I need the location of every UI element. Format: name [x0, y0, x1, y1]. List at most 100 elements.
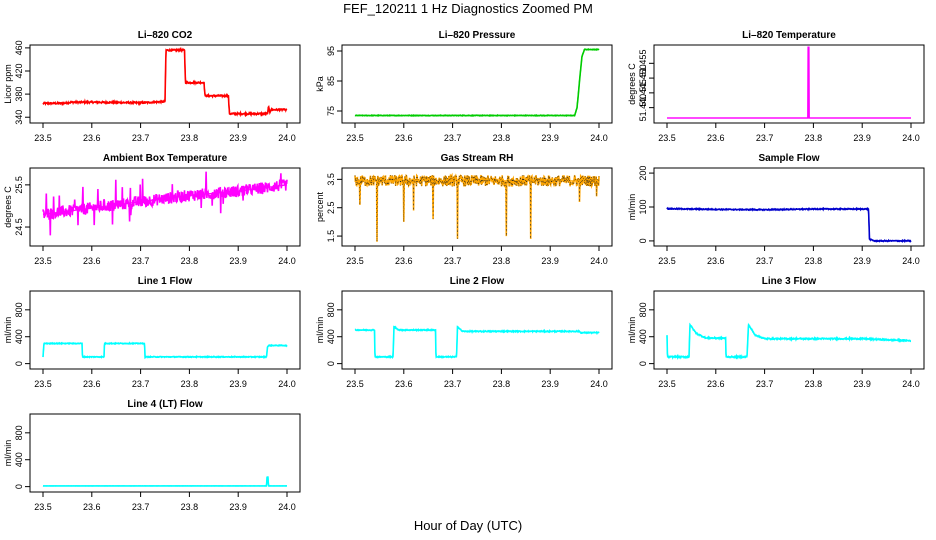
panel-1: Li–820 CO2 23.5 23.6 23.7 23.8 23.9 24.0 340 380…	[3, 30, 301, 143]
panel-2-xtick-label: 23.5	[346, 133, 364, 143]
panel-3: Li–820 Temperature 23.5 23.6 23.7 23.8 23.9 24…	[627, 30, 925, 143]
panel-1-xtick-label: 23.6	[83, 133, 101, 143]
panel-10-ylabel: ml/min	[3, 440, 13, 467]
panel-8-title: Line 2 Flow	[450, 276, 505, 287]
figure-x-axis-label: Hour of Day (UTC)	[413, 518, 523, 533]
panel-4-xtick-label: 23.7	[132, 256, 150, 266]
panel-1-ytick-label: 460	[14, 40, 24, 55]
figure-title: FEF_120211 1 Hz Diagnostics Zoomed PM	[343, 1, 593, 16]
panel-3-frame	[653, 44, 925, 124]
panel-3-ytick-label: 51.445	[638, 79, 648, 107]
panel-2-ytick-label: 75	[326, 106, 336, 116]
panel-4-xtick-label: 24.0	[278, 256, 296, 266]
panel-4-xtick-label: 23.6	[83, 256, 101, 266]
panel-4-ytick-label: 25.5	[14, 176, 24, 194]
panel-5-frame	[341, 167, 613, 247]
panel-6-xtick-label: 24.0	[902, 256, 920, 266]
panel-2-xtick-label: 23.8	[493, 133, 511, 143]
panel-3-title: Li–820 Temperature	[742, 30, 836, 41]
panel-9: Line 3 Flow 23.5 23.6 23.7 23.8 23.9 24.0 0 400 8…	[627, 276, 925, 389]
panel-10-title: Line 4 (LT) Flow	[127, 399, 203, 410]
panel-2-ylabel: kPa	[315, 76, 325, 92]
panel-6-ylabel: ml/min	[627, 194, 637, 221]
panel-6-ytick-label: 100	[638, 199, 648, 214]
panel-9-xtick-label: 24.0	[902, 379, 920, 389]
panel-2-series-1-line	[354, 48, 600, 118]
panel-8-xtick-label: 23.5	[346, 379, 364, 389]
panel-5-xtick-label: 24.0	[590, 256, 608, 266]
panel-7-xtick-label: 24.0	[278, 379, 296, 389]
panel-10-ytick-label: 0	[14, 484, 24, 489]
panel-2-xtick-label: 23.7	[444, 133, 462, 143]
panel-9-xtick-label: 23.8	[805, 379, 823, 389]
panel-8-ylabel: ml/min	[315, 317, 325, 344]
panel-4-xtick-label: 23.5	[34, 256, 52, 266]
panel-10-xtick-label: 24.0	[278, 502, 296, 512]
panel-3-ytick-label: 51.450	[638, 64, 648, 92]
panel-9-xtick-label: 23.6	[707, 379, 725, 389]
panel-8-xtick-label: 23.6	[395, 379, 413, 389]
panel-8-xtick-label: 23.7	[444, 379, 462, 389]
panel-9-title: Line 3 Flow	[762, 276, 817, 287]
panel-2: Li–820 Pressure 23.5 23.6 23.7 23.8 23.9 24.0 7…	[315, 30, 613, 143]
panel-6-frame	[653, 167, 925, 247]
panel-2-ytick-label: 85	[326, 76, 336, 86]
panel-6-xtick-label: 23.6	[707, 256, 725, 266]
panel-2-ytick-label: 95	[326, 46, 336, 56]
panel-8-xtick-label: 23.8	[493, 379, 511, 389]
panel-7-title: Line 1 Flow	[138, 276, 193, 287]
panel-5-ytick-label: 2.5	[326, 201, 336, 214]
panel-10: Line 4 (LT) Flow 23.5 23.6 23.7 23.8 23.9 24.0…	[3, 399, 301, 512]
panel-9-ylabel: ml/min	[627, 317, 637, 344]
panel-6-series-1-trend	[666, 208, 911, 242]
panel-2-series-1-trend	[355, 48, 599, 117]
panel-9-series-1-trend	[666, 322, 912, 358]
panel-5-xtick-label: 23.7	[444, 256, 462, 266]
panel-8-ytick-label: 0	[326, 361, 336, 366]
panel-2-frame	[341, 44, 613, 124]
panel-4-xtick-label: 23.9	[229, 256, 247, 266]
panel-8-xtick-label: 23.9	[541, 379, 559, 389]
panel-8-series-1-trend	[355, 325, 599, 358]
panel-5-ytick-label: 3.5	[326, 173, 336, 186]
panel-10-series-1-trend	[43, 476, 287, 487]
panel-1-xtick-label: 24.0	[278, 133, 296, 143]
panel-3-xtick-label: 24.0	[902, 133, 920, 143]
panel-8-ytick-label: 400	[326, 329, 336, 344]
panel-7-ytick-label: 800	[14, 302, 24, 317]
panel-1-xtick-label: 23.8	[181, 133, 199, 143]
panel-10-ytick-label: 800	[14, 425, 24, 440]
panel-1-ytick-label: 340	[14, 110, 24, 125]
panel-6-xtick-label: 23.7	[756, 256, 774, 266]
panel-5-xtick-label: 23.9	[541, 256, 559, 266]
panel-7-xtick-label: 23.6	[83, 379, 101, 389]
panel-1-ytick-label: 380	[14, 87, 24, 102]
panel-4-series-1-line	[42, 171, 288, 236]
panel-3-ytick-label: 51.455	[638, 50, 648, 78]
panel-1-frame	[29, 44, 301, 124]
panel-5: Gas Stream RH 23.5 23.6 23.7 23.8 23.9 24.0 1.5…	[315, 153, 613, 266]
panel-10-xtick-label: 23.9	[229, 502, 247, 512]
panel-2-xtick-label: 24.0	[590, 133, 608, 143]
panel-10-xtick-label: 23.5	[34, 502, 52, 512]
panel-7-series-1-line	[42, 341, 288, 360]
panel-3-xtick-label: 23.8	[805, 133, 823, 143]
panel-10-frame	[29, 413, 301, 493]
panel-6-ytick-label: 0	[638, 238, 648, 243]
panel-7-frame	[29, 290, 301, 370]
panel-6-title: Sample Flow	[758, 153, 819, 164]
panel-4-series-1-trend	[42, 184, 288, 215]
panel-7-ylabel: ml/min	[3, 317, 13, 344]
panel-1-xtick-label: 23.7	[132, 133, 150, 143]
panel-7-ytick-label: 0	[14, 361, 24, 366]
panel-5-title: Gas Stream RH	[441, 153, 514, 164]
panel-5-ytick-label: 1.5	[326, 230, 336, 243]
panel-7-xtick-label: 23.9	[229, 379, 247, 389]
panel-1-ylabel: Licor ppm	[3, 64, 13, 104]
panel-5-series-1-points	[354, 174, 600, 242]
panel-3-xtick-label: 23.7	[756, 133, 774, 143]
panel-2-title: Li–820 Pressure	[439, 30, 516, 41]
panel-9-ytick-label: 800	[638, 302, 648, 317]
